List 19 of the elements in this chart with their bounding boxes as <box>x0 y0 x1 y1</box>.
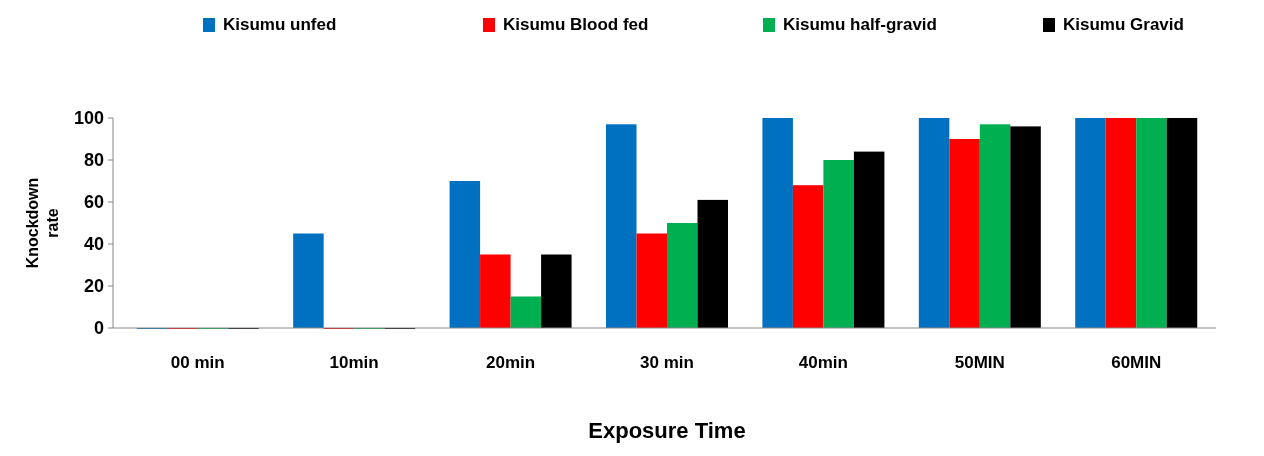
legend-label: Kisumu half-gravid <box>783 15 937 34</box>
legend-label: Kisumu unfed <box>223 15 337 34</box>
x-tick-label: 30 min <box>640 353 694 372</box>
y-tick-label: 100 <box>73 108 104 129</box>
y-tick-label: 0 <box>93 318 104 339</box>
x-tick-label: 00 min <box>170 353 225 372</box>
y-tick-label: 20 <box>83 276 104 297</box>
y-tick-label: 40 <box>83 234 104 255</box>
x-axis-title: Exposure Time <box>588 418 746 443</box>
x-tick-label: 60MIN <box>1111 353 1162 372</box>
y-axis-title: Knockdown rate <box>24 177 61 269</box>
y-tick-label: 80 <box>83 150 104 171</box>
y-tick-label: 60 <box>83 192 104 213</box>
legend-label: Kisumu Gravid <box>1063 15 1184 34</box>
x-tick-label: 10min <box>329 353 379 372</box>
x-tick-label: 40min <box>798 353 848 372</box>
x-tick-label: 50MIN <box>954 353 1005 372</box>
x-tick-label: 20min <box>486 353 536 372</box>
legend-label: Kisumu Blood fed <box>503 15 649 34</box>
